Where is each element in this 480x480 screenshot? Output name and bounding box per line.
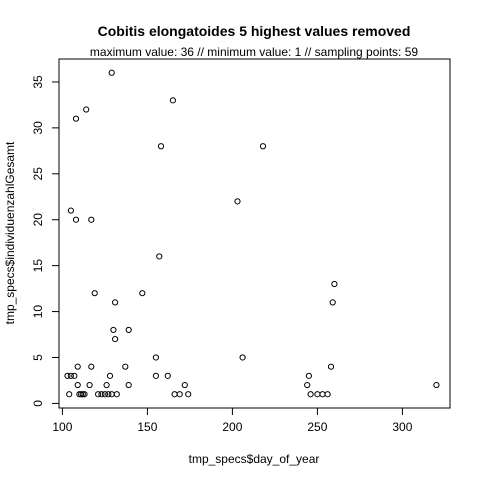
x-tick-label: 100 — [52, 420, 72, 434]
x-axis-label: tmp_specs$day_of_year — [189, 452, 320, 466]
data-point — [108, 391, 115, 398]
data-point — [171, 391, 178, 398]
data-point — [67, 207, 75, 214]
y-tick-label: 35 — [31, 75, 45, 89]
data-point — [156, 253, 163, 260]
data-point — [74, 363, 81, 370]
data-point — [319, 391, 326, 398]
x-tick-label: 150 — [137, 420, 157, 434]
data-point — [101, 391, 109, 398]
data-point — [239, 354, 246, 361]
y-axis-label: tmp_specs$individuenzahlGesamt — [3, 141, 17, 324]
data-point — [79, 391, 86, 398]
data-point — [259, 143, 267, 150]
data-point — [112, 299, 119, 306]
data-point — [329, 299, 336, 306]
data-point — [83, 106, 90, 113]
data-point — [72, 216, 80, 223]
data-point — [72, 115, 80, 122]
data-point — [71, 372, 78, 379]
data-point — [108, 69, 115, 76]
data-point — [110, 326, 117, 334]
data-point — [314, 391, 321, 398]
chart-subtitle: maximum value: 36 // minimum value: 1 //… — [90, 45, 418, 59]
data-point — [176, 391, 183, 398]
data-point — [331, 280, 338, 288]
data-point — [91, 290, 98, 297]
data-point — [164, 372, 171, 379]
y-tick-label: 10 — [31, 305, 45, 319]
data-point — [125, 381, 132, 389]
data-point — [139, 290, 146, 297]
data-point — [169, 97, 176, 104]
data-point — [81, 391, 88, 398]
y-tick-label: 15 — [31, 259, 45, 273]
data-point — [152, 354, 159, 361]
data-point — [106, 372, 114, 379]
x-tick-label: 300 — [392, 420, 412, 434]
x-axis: 100 150 200 250 300 — [52, 407, 413, 434]
data-point — [324, 391, 331, 398]
data-point — [234, 198, 241, 205]
data-point — [103, 381, 110, 389]
data-point — [88, 216, 95, 223]
data-point — [152, 372, 159, 379]
data-points — [64, 69, 440, 398]
y-tick-label: 5 — [31, 354, 45, 361]
data-point — [66, 391, 73, 398]
data-point — [433, 381, 440, 389]
y-tick-label: 20 — [31, 213, 45, 227]
y-tick-label: 0 — [31, 400, 45, 407]
data-point — [305, 372, 312, 379]
data-point — [95, 391, 102, 398]
data-point — [98, 391, 105, 398]
data-point — [78, 391, 85, 398]
data-point — [327, 363, 335, 370]
data-point — [122, 363, 129, 370]
data-point — [125, 326, 132, 334]
data-point — [181, 381, 188, 389]
data-point — [113, 391, 120, 398]
data-point — [307, 391, 314, 398]
x-tick-label: 250 — [307, 420, 327, 434]
y-tick-label: 25 — [31, 167, 45, 181]
y-tick-label: 30 — [31, 121, 45, 135]
x-tick-label: 200 — [222, 420, 242, 434]
data-point — [105, 391, 112, 398]
chart-title: Cobitis elongatoides 5 highest values re… — [98, 23, 411, 39]
data-point — [112, 336, 119, 343]
data-point — [67, 372, 75, 379]
data-point — [157, 143, 165, 150]
data-point — [304, 381, 311, 389]
data-point — [185, 391, 192, 398]
y-axis: 0 5 10 15 20 25 30 35 — [31, 75, 60, 407]
data-point — [88, 363, 95, 370]
plot-frame — [58, 58, 451, 409]
data-point — [86, 381, 93, 389]
data-point — [64, 372, 71, 379]
data-point — [74, 381, 81, 389]
